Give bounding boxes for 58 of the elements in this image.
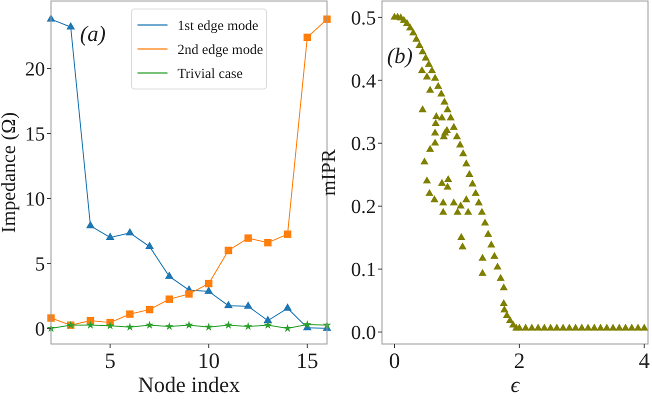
- annotation: (b): [387, 43, 413, 68]
- x-tick-label: 5: [104, 348, 116, 373]
- point: [283, 324, 292, 332]
- point: [145, 242, 154, 250]
- point: [126, 322, 134, 331]
- y-tick-label: 0.3: [351, 133, 376, 156]
- point: [106, 232, 114, 240]
- point: [126, 228, 134, 236]
- x-axis-title: Node index: [138, 372, 240, 397]
- legend-label: 1st edge mode: [178, 19, 258, 34]
- y-tick-label: 5: [35, 253, 45, 276]
- y-tick-label: 0: [35, 318, 45, 340]
- y-tick-label: 0.5: [351, 7, 376, 30]
- y-tick-label: 15: [25, 124, 45, 146]
- point: [205, 280, 212, 288]
- point: [145, 320, 154, 329]
- point: [284, 230, 292, 238]
- y-tick-label: 10: [25, 188, 45, 210]
- point: [244, 234, 252, 242]
- point: [184, 320, 194, 329]
- point: [283, 303, 292, 311]
- point: [224, 246, 232, 254]
- point: [244, 322, 252, 330]
- y-tick-label: 0.0: [351, 322, 376, 344]
- point: [166, 295, 173, 303]
- y-tick-label: 0.2: [351, 196, 376, 218]
- point: [264, 316, 272, 324]
- point: [146, 306, 154, 314]
- y-axis-title: Impedance (Ω): [0, 112, 20, 233]
- point: [244, 301, 252, 309]
- x-axis-title: ϵ: [510, 372, 521, 397]
- point: [106, 321, 114, 330]
- point: [204, 286, 214, 294]
- point: [165, 322, 174, 330]
- x-tick-label: 15: [296, 348, 318, 373]
- point: [126, 310, 134, 318]
- legend-label: Trivial case: [178, 67, 243, 82]
- y-tick-label: 20: [25, 58, 45, 81]
- point: [303, 320, 312, 328]
- x-tick-label: 2: [514, 348, 525, 373]
- point: [224, 320, 233, 329]
- point: [304, 34, 311, 42]
- point: [86, 320, 95, 329]
- legend-label: 2nd edge mode: [178, 43, 264, 58]
- x-tick-label: 10: [198, 348, 220, 373]
- point: [264, 238, 272, 246]
- annotation: (a): [80, 21, 106, 46]
- x-tick-label: 0: [388, 348, 400, 373]
- y-tick-label: 0.4: [351, 70, 376, 92]
- point: [264, 320, 272, 329]
- point: [66, 22, 76, 30]
- y-axis-title: mIPR: [318, 148, 340, 196]
- point: [86, 220, 95, 228]
- point: [164, 271, 174, 279]
- point: [204, 322, 213, 331]
- point: [224, 300, 233, 308]
- y-tick-label: 0.1: [351, 259, 376, 282]
- x-tick-label: 4: [638, 348, 650, 373]
